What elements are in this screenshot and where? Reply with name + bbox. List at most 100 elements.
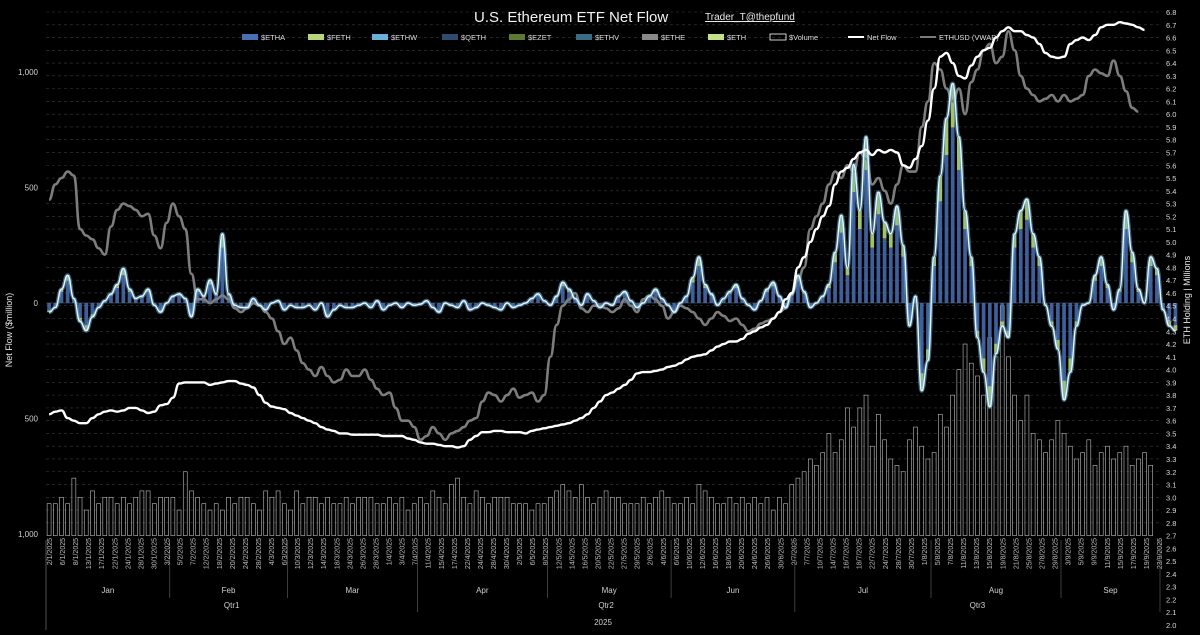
flow-bar-etha <box>1173 303 1178 326</box>
legend-label: $ETHE <box>661 33 685 42</box>
flow-bar-etha <box>870 247 875 303</box>
month-label: Sep <box>1103 586 1118 595</box>
date-tick-label: 3/9/2025 <box>1066 538 1073 565</box>
volume-bar <box>306 496 312 536</box>
right-tick-label: 2.2 <box>1166 595 1176 604</box>
flow-bar-etha <box>84 303 89 326</box>
volume-bar <box>418 496 423 536</box>
flow-bar-etha <box>245 303 249 307</box>
flow-bar-etha <box>96 303 101 307</box>
date-tick-label: 16/7/2025 <box>844 538 851 569</box>
flow-bar-etha <box>331 303 336 309</box>
right-tick-label: 2.3 <box>1166 583 1176 592</box>
right-tick-label: 6.0 <box>1166 110 1176 119</box>
volume-bar <box>603 490 609 536</box>
date-tick-label: 12/3/2025 <box>308 538 315 569</box>
right-tick-label: 4.3 <box>1166 327 1176 336</box>
flow-bar-feth <box>963 210 967 230</box>
date-tick-label: 17/9/2025 <box>1131 538 1138 569</box>
volume-bar <box>801 471 807 536</box>
flow-bar-etha <box>1000 303 1005 322</box>
volume-bar <box>709 496 714 536</box>
right-tick-label: 6.8 <box>1166 8 1176 17</box>
volume-bar <box>257 509 262 536</box>
flow-bar-etha <box>344 303 349 307</box>
right-tick-label: 6.6 <box>1166 34 1176 43</box>
volume-bar <box>671 503 677 536</box>
right-tick-label: 4.4 <box>1166 315 1176 324</box>
date-tick-label: 22/4/2025 <box>465 538 472 569</box>
volume-bar <box>1043 452 1048 536</box>
flow-bar-feth <box>1025 199 1029 220</box>
flow-bar-feth <box>957 136 961 170</box>
right-tick-label: 2.4 <box>1166 570 1176 579</box>
volume-bar <box>1092 465 1098 536</box>
volume-bar <box>362 496 368 536</box>
volume-bar <box>83 509 89 536</box>
flow-bar-feth <box>1173 325 1178 331</box>
volume-bar <box>517 503 522 536</box>
volume-bar <box>325 496 330 536</box>
volume-bar <box>962 343 968 536</box>
flow-bar-etha <box>963 229 967 303</box>
flow-bar-etha <box>313 303 318 309</box>
net-flow-curve <box>48 82 1176 408</box>
flow-bar-etha <box>765 291 769 303</box>
flow-bar-etha <box>777 297 782 303</box>
right-tick-label: 5.9 <box>1166 123 1176 132</box>
flow-bar-etha <box>325 303 330 315</box>
flow-bar-etha <box>369 303 373 307</box>
flow-bar-etha <box>1117 291 1122 303</box>
right-tick-label: 2.5 <box>1166 557 1176 566</box>
flow-bar-etha <box>251 299 256 303</box>
date-tick-label: 22/5/2025 <box>609 538 616 569</box>
flow-bar-etha <box>177 295 181 303</box>
flow-bar-etha <box>697 266 701 303</box>
volume-bar <box>393 503 398 536</box>
volume-bar <box>702 490 708 536</box>
year-label: 2025 <box>594 618 612 627</box>
flow-bar-etha <box>919 303 924 374</box>
flow-bar-etha <box>158 303 163 311</box>
month-label: Aug <box>989 586 1003 595</box>
volume-bar <box>696 484 702 536</box>
volume-bar <box>492 496 497 536</box>
flow-bar-etha <box>901 256 906 303</box>
volume-bar <box>764 496 770 536</box>
right-tick-label: 3.8 <box>1166 391 1176 400</box>
volume-bar <box>381 503 386 536</box>
date-tick-label: 6/1/2025 <box>60 538 67 565</box>
flow-bar-etha <box>146 291 150 303</box>
volume-bars <box>46 305 1153 536</box>
flow-bar-feth <box>882 222 887 239</box>
date-tick-label: 12/6/2025 <box>700 538 707 569</box>
flow-bar-etha <box>864 169 868 303</box>
volume-bar <box>1049 439 1054 536</box>
volume-bar <box>863 394 869 536</box>
flow-bar-etha <box>1130 262 1135 303</box>
volume-bar <box>238 496 244 536</box>
date-tick-label: 24/6/2025 <box>752 538 759 569</box>
date-tick-label: 18/6/2025 <box>726 538 733 569</box>
volume-bar <box>758 503 764 536</box>
volume-bar <box>869 445 875 536</box>
date-tick-label: 25/8/2025 <box>1026 538 1033 569</box>
flow-bar-etha <box>1124 229 1128 303</box>
volume-bar <box>1006 356 1011 536</box>
flow-bar-etha <box>734 288 738 303</box>
date-tick-label: 9/9/2025 <box>1092 538 1099 565</box>
right-tick-label: 6.2 <box>1166 85 1176 94</box>
flow-bar-etha <box>721 299 726 303</box>
volume-bar <box>164 496 169 536</box>
legend-label: ETHUSD (VWAP) <box>939 33 999 42</box>
volume-bar <box>727 496 733 536</box>
volume-bar <box>133 496 139 536</box>
volume-bar <box>640 496 646 536</box>
volume-bar <box>102 496 108 536</box>
legend-swatch <box>308 34 324 40</box>
volume-bar <box>1111 458 1116 536</box>
flow-bar-etha <box>511 303 516 307</box>
date-tick-label: 2/6/2025 <box>648 538 655 565</box>
volume-bar <box>820 452 825 536</box>
flow-bar-etha <box>975 303 980 331</box>
